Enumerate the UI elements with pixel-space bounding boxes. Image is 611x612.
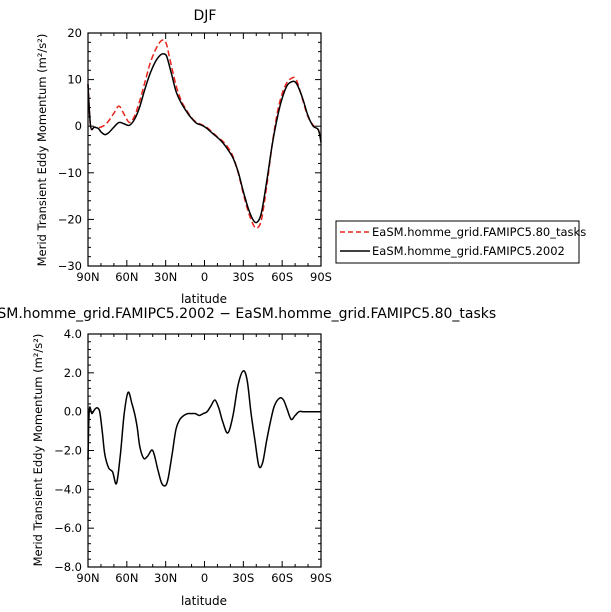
series-line-1-0 [87, 370, 321, 487]
y-tick-label: 20 [67, 26, 82, 40]
legend-box [335, 220, 580, 264]
difference-chart-title: EaSM.homme_grid.FAMIPC5.2002 − EaSM.homm… [0, 306, 496, 322]
series-line-0-1 [87, 53, 322, 224]
y-axis-label: Merid Transient Eddy Momentum (m²/s²) [35, 34, 49, 267]
y-tick-label: −8.0 [54, 560, 82, 574]
upper-line-chart: DJF −30 −20 −10 0 10 20 90N 60N 30N 0 30S 60S 90S Me… [35, 8, 586, 306]
legend-entry-80-tasks: EaSM.homme_grid.FAMIPC5.80_tasks [372, 225, 586, 239]
axes: −30 −20 −10 0 10 20 90N 60N 30N 0 30S 60S 90S [58, 26, 332, 284]
y-tick-label: −2.0 [54, 444, 82, 458]
x-tick-label: 30S [232, 270, 254, 284]
axes: −8.0 −6.0 −4.0 −2.0 0.0 2.0 4.0 90N 60N 30N 0 30S 60… [54, 327, 332, 585]
y-tick-label: 4.0 [64, 327, 82, 341]
x-tick-label: 30S [232, 571, 254, 585]
y-tick-label: 10 [67, 73, 82, 87]
difference-line [87, 370, 321, 487]
y-tick-label: −10 [58, 166, 82, 180]
x-tick-label: 0 [201, 270, 208, 284]
x-tick-label: 90N [76, 571, 99, 585]
legend: EaSM.homme_grid.FAMIPC5.80_tasks EaSM.ho… [335, 220, 586, 264]
x-tick-label: 30N [154, 270, 177, 284]
x-tick-label: 60S [271, 270, 293, 284]
y-tick-label: −4.0 [54, 482, 82, 496]
y-tick-label: 0.0 [64, 405, 82, 419]
x-tick-label: 90N [76, 270, 99, 284]
x-axis-label: latitude [181, 292, 227, 306]
chart-title: DJF [194, 8, 217, 24]
plot-frame [87, 32, 322, 267]
series-line-0-0 [87, 39, 322, 229]
x-tick-label: 60N [115, 270, 138, 284]
x-tick-label: 0 [201, 571, 208, 585]
x-tick-label: 30N [154, 571, 177, 585]
lower-difference-chart: EaSM.homme_grid.FAMIPC5.2002 − EaSM.homm… [0, 306, 496, 608]
x-axis-label: latitude [181, 594, 227, 608]
y-axis-label: Merid Transient Eddy Momentum (m²/s²) [31, 334, 45, 567]
y-tick-label: −30 [58, 259, 82, 273]
y-tick-label: −6.0 [54, 521, 82, 535]
series-lines [87, 39, 322, 229]
y-tick-label: 0 [75, 119, 82, 133]
x-tick-label: 60N [115, 571, 138, 585]
x-tick-label: 60S [271, 571, 293, 585]
y-tick-label: −20 [58, 212, 82, 226]
x-tick-label: 90S [310, 571, 332, 585]
plot-frame [87, 333, 322, 568]
x-tick-label: 90S [310, 270, 332, 284]
legend-entry-2002: EaSM.homme_grid.FAMIPC5.2002 [372, 244, 565, 258]
y-tick-label: 2.0 [64, 366, 82, 380]
